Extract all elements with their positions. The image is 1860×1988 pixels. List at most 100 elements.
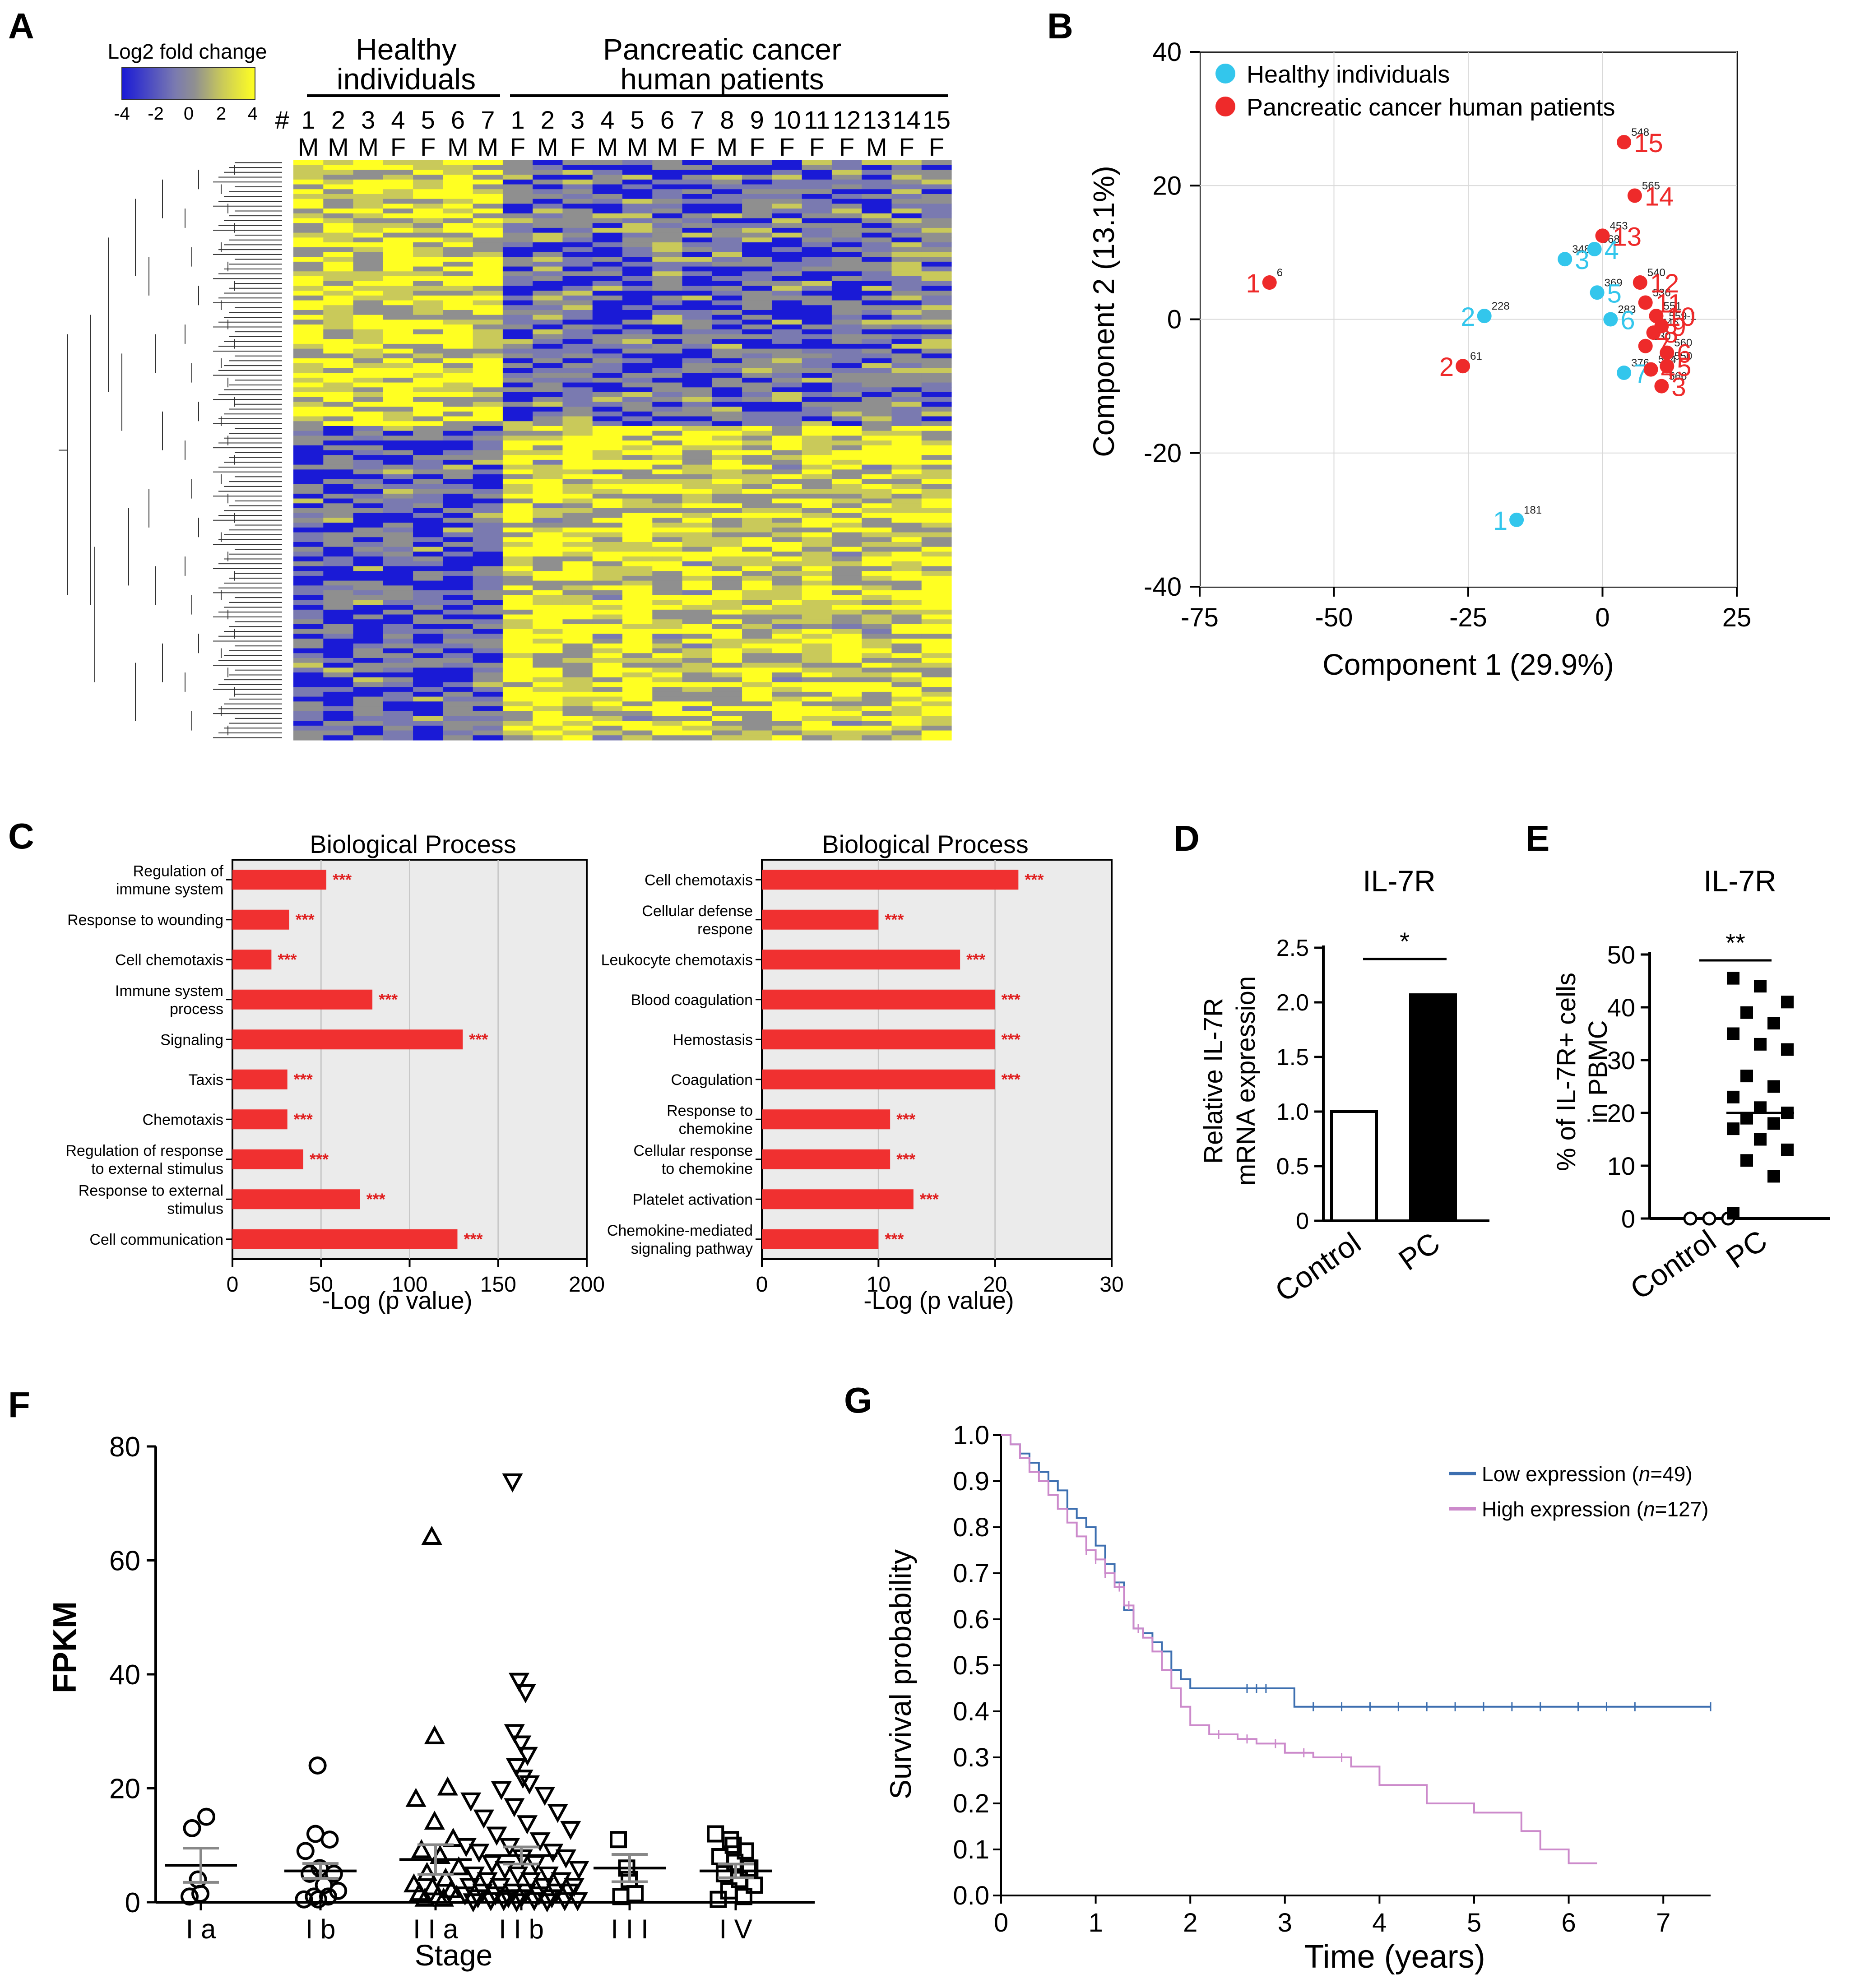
fpkm-point [319, 1887, 338, 1906]
heatmap-cell [862, 711, 892, 717]
heatmap-cell [712, 580, 742, 586]
heatmap-cell [742, 503, 772, 509]
heatmap-cell [921, 421, 952, 426]
heatmap-cell [383, 527, 413, 533]
heatmap-cell [323, 508, 354, 514]
fpkm-point [516, 1815, 538, 1835]
heatmap-cell [772, 377, 802, 383]
heatmap-cell [533, 687, 563, 692]
heatmap-cell [682, 580, 713, 586]
heatmap-cell [473, 663, 503, 668]
heatmap-cell [742, 184, 772, 190]
heatmap-cell [712, 232, 742, 238]
heatmap-cell [712, 725, 742, 731]
heatmap-cell [293, 498, 324, 504]
heatmap-cell [622, 595, 653, 601]
go-bar [762, 950, 960, 970]
heatmap-cell [383, 691, 413, 697]
heatmap-cell [772, 455, 802, 460]
heatmap-cell [383, 711, 413, 717]
heatmap-cell [562, 537, 593, 542]
heatmap-cell [891, 232, 922, 238]
heatmap-cell [473, 353, 503, 359]
heatmap-cell [831, 706, 862, 712]
pca-sample-id: 6 [1277, 267, 1283, 279]
heatmap-cell [742, 658, 772, 663]
heatmap-cell [831, 619, 862, 625]
heatmap-cell [562, 411, 593, 417]
heatmap-cell [831, 373, 862, 378]
heatmap-cell [831, 537, 862, 542]
heatmap-cell [562, 691, 593, 697]
heatmap-cell [323, 532, 354, 538]
heatmap-cell [682, 261, 713, 267]
heatmap-cell [413, 508, 443, 514]
heatmap-cell [443, 600, 473, 605]
panel-g-y-label: Survival probability [884, 1549, 917, 1799]
fpkm-point [329, 1881, 348, 1900]
heatmap-cell [652, 184, 683, 190]
pc-point [1727, 1027, 1739, 1040]
heatmap-cell [353, 600, 384, 605]
heatmap-cell [831, 455, 862, 460]
group-label-cancer: Pancreatic cancer [603, 32, 841, 66]
heatmap-cell [921, 643, 952, 649]
heatmap-cell [652, 402, 683, 407]
heatmap-cell [443, 237, 473, 243]
heatmap-cell [891, 523, 922, 528]
heatmap-cell [293, 343, 324, 349]
heatmap-cell [831, 725, 862, 731]
heatmap-cell [622, 329, 653, 335]
heatmap-cell [413, 663, 443, 668]
heatmap-cell [652, 634, 683, 639]
heatmap-cell [383, 575, 413, 581]
pca-point-cancer [1660, 345, 1674, 360]
heatmap-cell [533, 489, 563, 494]
panel-f-y-tick-label: 60 [109, 1546, 140, 1577]
heatmap-cell [562, 629, 593, 635]
heatmap-cell [413, 407, 443, 412]
color-scale-tick: 0 [184, 104, 194, 124]
heatmap-cell [622, 402, 653, 407]
heatmap-cell [533, 392, 563, 398]
heatmap-cell [742, 682, 772, 687]
heatmap-cell [293, 276, 324, 282]
heatmap-cell [353, 580, 384, 586]
heatmap-cell [772, 450, 802, 455]
heatmap-cell [562, 527, 593, 533]
heatmap-cell [862, 252, 892, 257]
heatmap-cell [293, 711, 324, 717]
heatmap-cell [682, 667, 713, 673]
heatmap-cell [742, 179, 772, 185]
heatmap-cell [652, 232, 683, 238]
heatmap-cell [802, 407, 832, 412]
heatmap-cell [562, 716, 593, 721]
heatmap-cell [502, 194, 533, 199]
heatmap-cell [443, 575, 473, 581]
go-significance: *** [1002, 1030, 1020, 1048]
heatmap-cell [562, 392, 593, 398]
heatmap-cell [353, 237, 384, 243]
heatmap-cell [443, 590, 473, 596]
heatmap-cell [802, 179, 832, 185]
heatmap-cell [742, 493, 772, 499]
heatmap-cell [413, 691, 443, 697]
heatmap-cell [533, 382, 563, 388]
heatmap-cell [682, 373, 713, 378]
heatmap-cell [772, 227, 802, 233]
panel-g-x-label: Time (years) [1304, 1939, 1485, 1975]
heatmap-cell [712, 513, 742, 519]
heatmap-cell [383, 271, 413, 277]
heatmap-cell [802, 677, 832, 683]
heatmap-cell [533, 469, 563, 475]
heatmap-cell [562, 247, 593, 253]
heatmap-cell [502, 237, 533, 243]
pca-point-label: 1 [1493, 506, 1507, 536]
heatmap-cell [443, 223, 473, 228]
heatmap-cell [592, 474, 623, 480]
heatmap-cell [862, 629, 892, 635]
heatmap-cell [533, 716, 563, 721]
go-bar [762, 1149, 891, 1169]
heatmap-cell [502, 329, 533, 335]
